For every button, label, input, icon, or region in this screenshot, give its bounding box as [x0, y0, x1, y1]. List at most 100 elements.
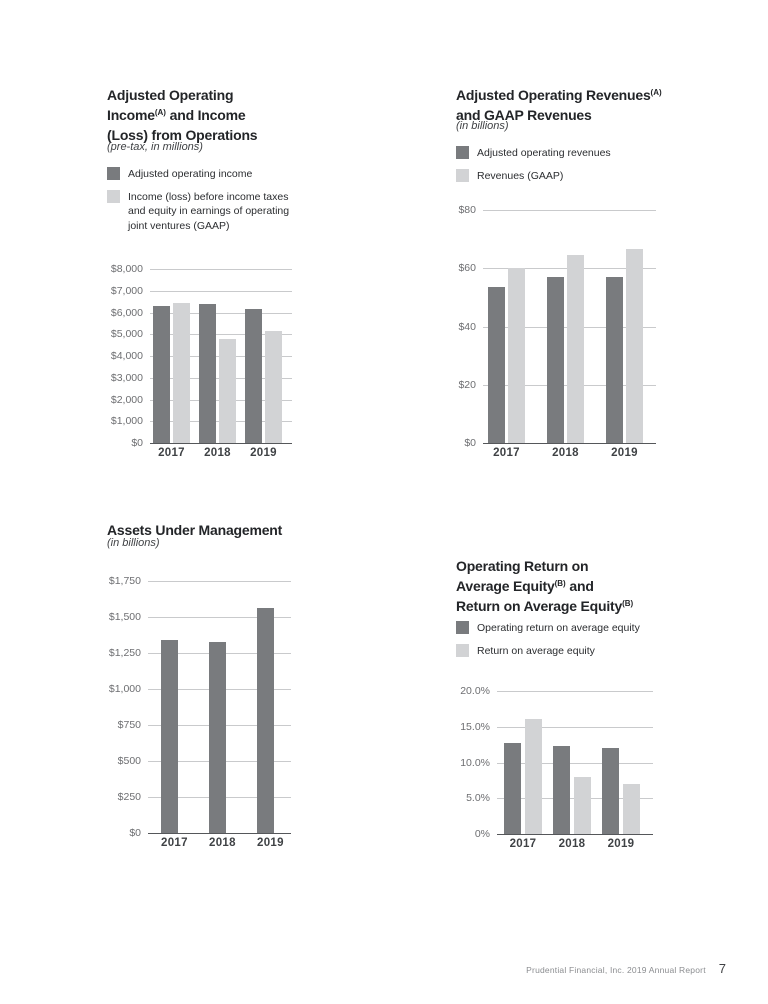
gridline [497, 691, 653, 692]
chart-title: Operating Return on Average Equity(B) and… [456, 556, 633, 616]
gridline [150, 269, 292, 270]
chart-subtitle: (pre-tax, in millions) [107, 141, 203, 153]
y-axis-tick-label: 0% [474, 828, 490, 840]
chart-legend: Adjusted operating revenues Revenues (GA… [456, 146, 611, 183]
x-axis-line [497, 834, 653, 835]
chart-plot-area: 20.0% 15.0% 10.0% 5.0% 0% 2017 2018 2019 [460, 685, 653, 850]
footnote-marker: (A) [154, 108, 166, 117]
page-footer: Prudential Financial, Inc. 2019 Annual R… [526, 961, 726, 976]
gridline [497, 762, 653, 764]
bar [547, 277, 564, 443]
gridline [150, 312, 292, 314]
y-axis-tick-label: $1,000 [110, 415, 143, 428]
chart-legend: Adjusted operating income Income (loss) … [107, 167, 289, 233]
y-axis-tick-label: $20 [458, 378, 476, 391]
x-axis-label: 2019 [250, 447, 277, 459]
bar [153, 306, 170, 443]
x-axis-line [148, 833, 291, 834]
x-axis-label: 2018 [209, 837, 236, 849]
x-axis-label: 2018 [558, 838, 586, 850]
title-line: Adjusted Operating Revenues(A) [456, 87, 662, 103]
bar [245, 309, 262, 443]
title-line: Operating Return on [456, 558, 589, 574]
legend-item: Operating return on average equity [456, 621, 640, 636]
bar [257, 608, 274, 833]
x-axis-label: 2019 [611, 447, 638, 459]
legend-item: Adjusted operating income [107, 167, 289, 182]
page-number: 7 [718, 961, 726, 976]
bar [504, 743, 521, 834]
chart-title: Adjusted Operating Income(A) and Income (L… [107, 85, 258, 145]
legend-item: Revenues (GAAP) [456, 168, 611, 184]
y-axis-tick-label: $0 [464, 437, 476, 449]
y-axis-tick-label: $2,000 [110, 393, 143, 406]
bar [209, 642, 226, 833]
bar [161, 640, 178, 833]
x-axis-label: 2017 [158, 447, 185, 459]
y-axis-tick-label: $1,500 [108, 611, 141, 623]
y-axis-tick-label: 20.0% [460, 685, 490, 697]
legend-label: Return on average equity [477, 644, 595, 657]
footer-text: Prudential Financial, Inc. 2019 Annual R… [526, 965, 706, 975]
legend-swatch-dark [456, 621, 469, 634]
y-axis-tick-label: $0 [131, 437, 143, 449]
y-axis-tick-label: $750 [117, 719, 141, 731]
bar [626, 249, 643, 443]
legend-swatch-light [107, 189, 120, 203]
chart-title: Assets Under Management [107, 520, 282, 540]
y-axis-tick-label: $8,000 [110, 263, 143, 275]
bar [173, 302, 190, 443]
x-axis-label: 2019 [257, 837, 284, 849]
title-line: (Loss) from Operations [107, 127, 258, 143]
y-axis-tick-label: $4,000 [110, 350, 143, 362]
y-axis-tick-label: $40 [458, 320, 476, 333]
legend-label: Adjusted operating revenues [477, 147, 611, 159]
legend-label: Revenues (GAAP) [477, 169, 564, 182]
title-line: Income(A) and Income [107, 107, 246, 123]
x-axis-label: 2018 [204, 447, 231, 459]
legend-label: Operating return on average equity [477, 622, 640, 634]
y-axis-tick-label: $80 [458, 204, 476, 216]
bar [567, 255, 584, 443]
x-axis-label: 2019 [607, 838, 635, 850]
y-axis-tick-label: $60 [458, 262, 476, 275]
gridline [148, 581, 291, 582]
chart-plot-area: $80 $60 $40 $20 $0 2017 2018 2019 [458, 204, 656, 459]
x-axis-label: 2017 [509, 838, 537, 850]
bar [265, 331, 282, 443]
y-axis-tick-label: $1,250 [108, 647, 141, 659]
y-axis-tick-label: 15.0% [460, 720, 490, 733]
x-axis-line [150, 443, 292, 444]
legend-label: Income (loss) before income taxes and eq… [128, 190, 290, 232]
y-axis-tick-label: $500 [117, 755, 141, 767]
y-axis-tick-label: 10.0% [460, 756, 490, 769]
gridline [483, 210, 656, 211]
bar [602, 748, 619, 834]
title-line: and GAAP Revenues [456, 107, 592, 123]
legend-swatch-dark [107, 167, 120, 180]
bar [574, 776, 591, 834]
y-axis-tick-label: $1,000 [108, 683, 141, 695]
x-axis-label: 2018 [552, 447, 579, 459]
y-axis-tick-label: $250 [117, 791, 141, 803]
bar [199, 303, 216, 443]
legend-label: Adjusted operating income [128, 168, 253, 180]
chart-title: Adjusted Operating Revenues(A) and GAAP R… [456, 85, 662, 125]
legend-swatch-light [456, 168, 469, 182]
bar [623, 784, 640, 834]
footnote-marker: (B) [622, 599, 634, 608]
footnote-marker: (B) [554, 579, 566, 588]
bar [525, 718, 542, 834]
title-line: Average Equity(B) and [456, 578, 594, 594]
y-axis-tick-label: $5,000 [110, 328, 143, 341]
legend-item: Income (loss) before income taxes and eq… [107, 189, 290, 234]
x-axis-label: 2017 [493, 447, 520, 459]
y-axis-tick-label: $0 [129, 827, 141, 839]
x-axis-label: 2017 [161, 837, 188, 849]
y-axis-tick-label: $3,000 [110, 371, 143, 384]
gridline [150, 290, 292, 292]
legend-swatch-light [456, 643, 469, 657]
legend-item: Adjusted operating revenues [456, 146, 611, 161]
x-axis-line [483, 443, 656, 444]
bar [508, 268, 525, 443]
